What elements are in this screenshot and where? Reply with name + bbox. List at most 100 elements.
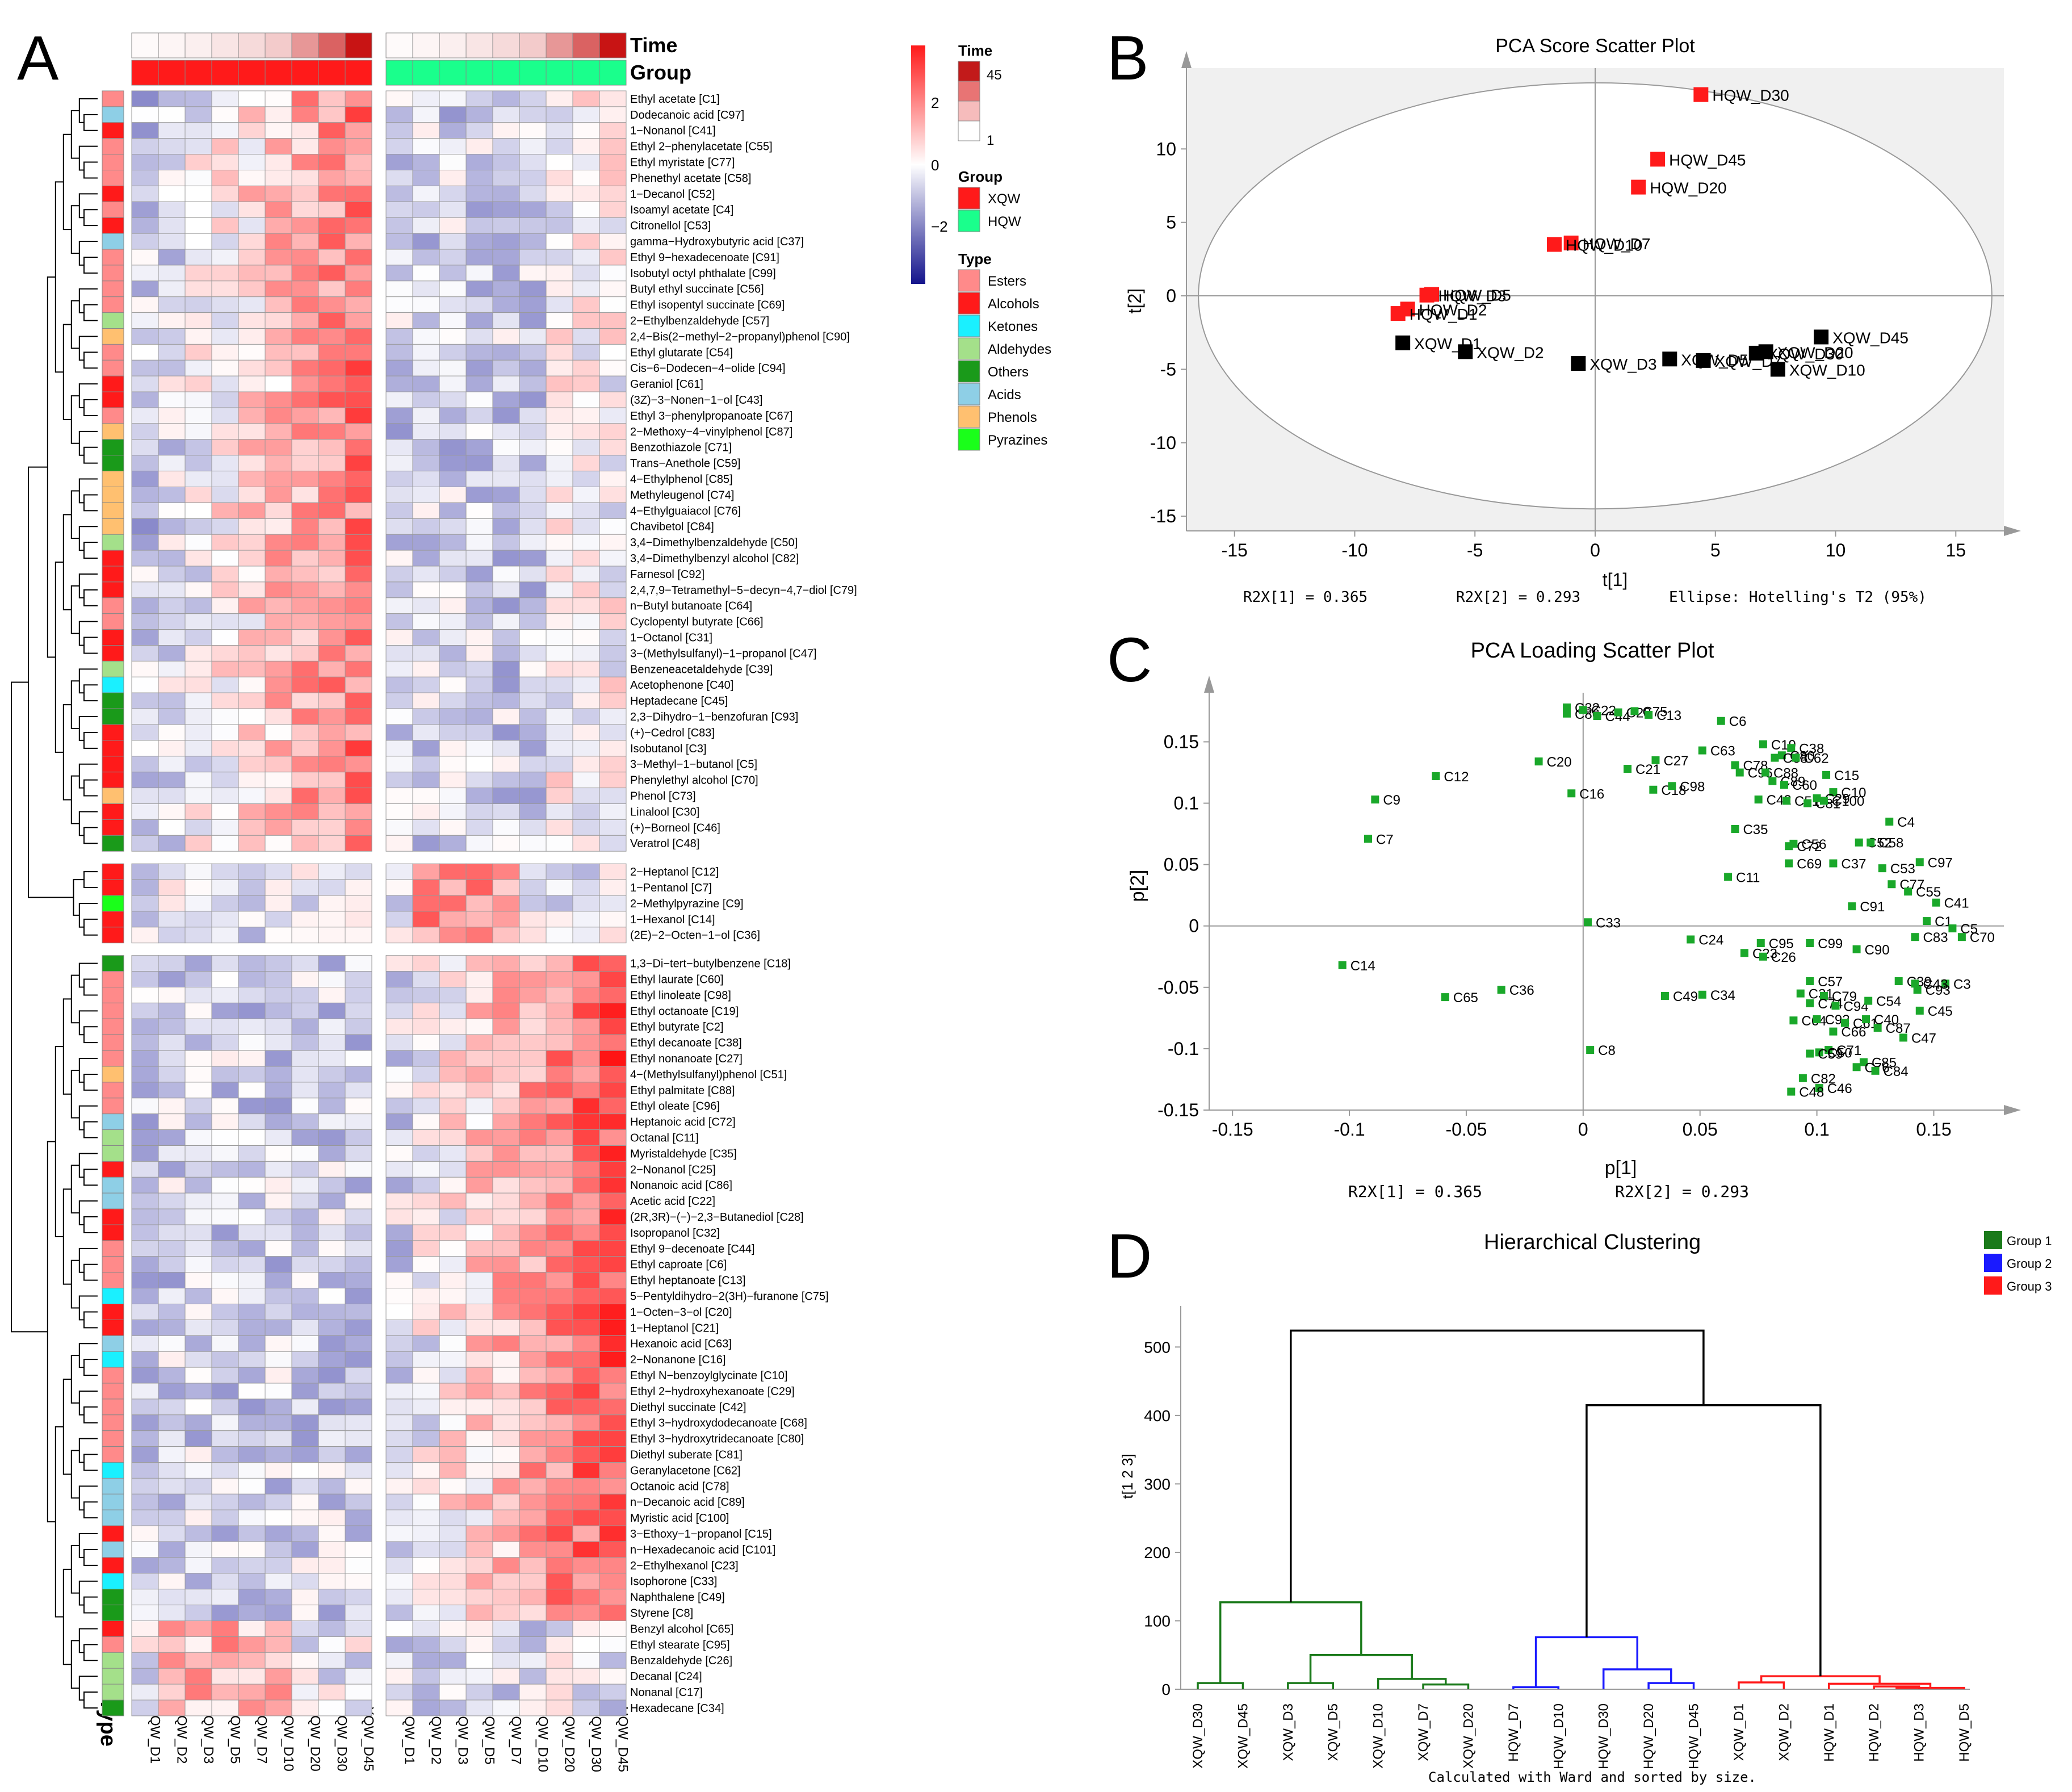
group-annotation-cell [492, 60, 520, 86]
loading-point-label: C34 [1710, 988, 1735, 1003]
heatmap-cell [492, 927, 520, 944]
heatmap-cell [599, 676, 627, 693]
heatmap-cell [572, 1541, 600, 1558]
heatmap-cell [158, 645, 186, 661]
heatmap-cell [572, 90, 600, 107]
heatmap-cell [158, 971, 186, 987]
heatmap-cell [572, 1018, 600, 1035]
heatmap-cell [345, 1208, 372, 1225]
heatmap-cell [238, 170, 266, 186]
heatmap-cell [184, 1224, 212, 1241]
heatmap-cell [439, 803, 467, 820]
dendrogram-link [62, 133, 72, 231]
heatmap-cell [465, 895, 493, 912]
dendrogram-link [1422, 1683, 1470, 1689]
heatmap-cell [184, 1098, 212, 1115]
heatmap-cell [318, 138, 346, 155]
dendrogram-link [70, 1165, 79, 1214]
loading-point [1796, 989, 1805, 998]
heatmap-cell [158, 1098, 186, 1115]
heatmap-cell [412, 1414, 440, 1431]
heatmap-cell [291, 534, 319, 551]
heatmap-cell [465, 170, 493, 186]
heatmap-cell [211, 1430, 239, 1447]
heatmap-cell [385, 138, 413, 155]
heatmap-cell [345, 724, 372, 741]
heatmap-cell [184, 911, 212, 928]
heatmap-cell [519, 987, 547, 1003]
heatmap-cell [572, 1050, 600, 1067]
heatmap-cell [492, 518, 520, 535]
heatmap-cell [265, 1319, 292, 1336]
loading-point [1787, 1087, 1796, 1096]
heatmap-cell [599, 987, 627, 1003]
loading-point [1862, 1015, 1870, 1024]
footer-r2x2: R2X[2] = 0.293 [1456, 589, 1580, 606]
loading-point-label: C12 [1444, 769, 1469, 785]
heatmap-cell [211, 90, 239, 107]
heatmap-cell [412, 1621, 440, 1637]
score-point [1390, 306, 1406, 321]
dendrogram-link [78, 98, 98, 123]
heatmap-cell [238, 1224, 266, 1241]
heatmap-cell [158, 1509, 186, 1526]
heatmap-cell [599, 1525, 627, 1542]
heatmap-cell [158, 201, 186, 218]
compound-label: gamma−Hydroxybutyric acid [C37] [630, 236, 804, 248]
heatmap-cell [412, 312, 440, 329]
heatmap-cell [519, 676, 547, 693]
heatmap-cell [546, 911, 573, 928]
heatmap-cell [345, 895, 372, 912]
heatmap-cell [412, 1224, 440, 1241]
heatmap-cell [265, 487, 292, 503]
heatmap-cell [492, 987, 520, 1003]
heatmap-cell [291, 1477, 319, 1494]
heatmap-cell [572, 1208, 600, 1225]
score-point [1693, 87, 1709, 102]
heatmap-cell [465, 439, 493, 456]
heatmap-cell [318, 629, 346, 646]
y-tick-label: 400 [1144, 1407, 1171, 1425]
dendrogram-link [54, 1046, 64, 1237]
heatmap-cell [318, 708, 346, 725]
y-tick-label: -15 [1150, 506, 1176, 526]
heatmap-cell [599, 170, 627, 186]
heatmap-cell [345, 1699, 372, 1716]
heatmap-cell [385, 1319, 413, 1336]
heatmap-cell [345, 629, 372, 646]
heatmap-cell [412, 1541, 440, 1558]
heatmap-cell [439, 423, 467, 440]
heatmap-cell [492, 502, 520, 519]
heatmap-cell [238, 1684, 266, 1701]
leaf-label: HQW_D2 [1867, 1703, 1882, 1762]
dendrogram-link [83, 871, 98, 889]
heatmap-cell [238, 265, 266, 282]
heatmap-cell [291, 676, 319, 693]
loading-point-label: C20 [1547, 755, 1572, 770]
heatmap-cell [599, 265, 627, 282]
heatmap-cell [131, 863, 159, 880]
heatmap-cell [291, 550, 319, 567]
heatmap-cell [184, 122, 212, 139]
time-annotation-cell [439, 32, 467, 58]
heatmap-cell [546, 1462, 573, 1479]
heatmap-cell [265, 597, 292, 614]
loading-point [1761, 768, 1769, 777]
heatmap-cell [184, 1192, 212, 1209]
loading-point-label: C58 [1878, 836, 1903, 851]
heatmap-cell [184, 1367, 212, 1384]
group-legend-title: Group [958, 168, 1003, 185]
compound-label: Ethyl heptanoate [C13] [630, 1275, 745, 1287]
heatmap-cell [184, 217, 212, 234]
heatmap-cell [412, 708, 440, 725]
heatmap-cell [158, 1367, 186, 1384]
heatmap-cell [291, 1098, 319, 1115]
heatmap-cell [131, 344, 159, 361]
loading-point-label: C55 [1916, 885, 1941, 900]
heatmap-cell [412, 1589, 440, 1606]
heatmap-cell [599, 660, 627, 677]
heatmap-cell [291, 1493, 319, 1510]
cluster-legend-swatch [1984, 1231, 2002, 1249]
heatmap-cell [131, 566, 159, 583]
loading-point [1822, 771, 1831, 779]
